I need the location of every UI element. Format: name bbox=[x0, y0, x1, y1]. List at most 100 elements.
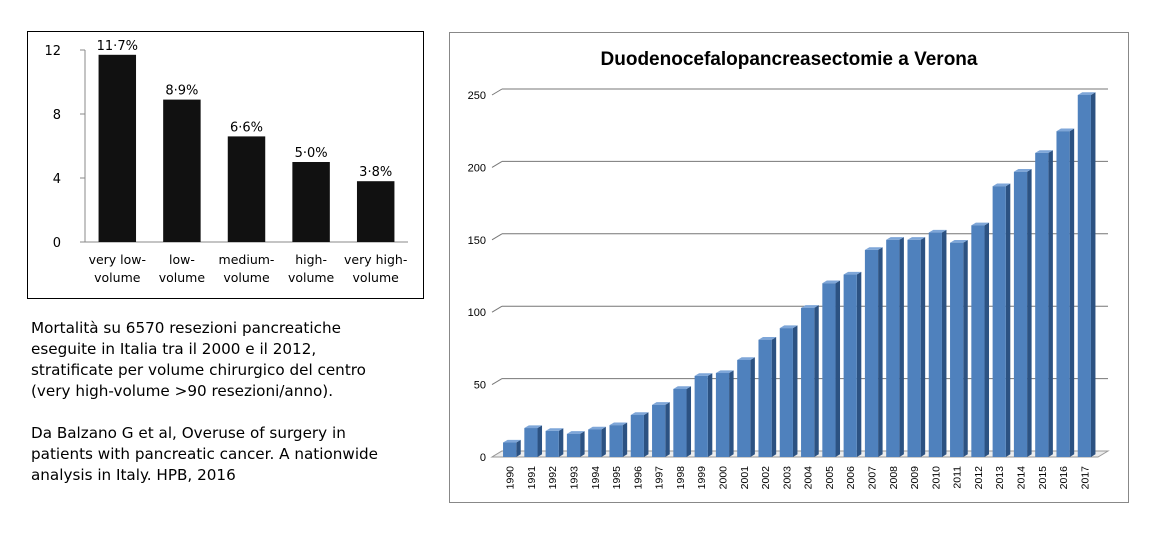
bar-side bbox=[537, 425, 543, 457]
caption-description: Mortalità su 6570 resezioni pancreatiche… bbox=[31, 318, 431, 402]
x-tick-label: 2004 bbox=[803, 466, 815, 490]
x-tick-label: 2001 bbox=[739, 466, 751, 490]
category-label: medium-volume bbox=[219, 252, 275, 285]
bar-side bbox=[665, 402, 670, 457]
category-label-line: volume bbox=[94, 270, 141, 285]
mortality-chart-svg: 0 4 8 12 11·7% very low-volume 8·9% low-volume 6… bbox=[44, 39, 408, 285]
bar-side bbox=[686, 386, 692, 457]
category-label: very low-volume bbox=[89, 252, 146, 285]
category-label-line: very high- bbox=[344, 252, 407, 267]
bar-side bbox=[878, 247, 883, 457]
bar bbox=[356, 181, 395, 242]
gridline-side bbox=[491, 233, 503, 241]
caption-line: Mortalità su 6570 resezioni pancreatiche bbox=[31, 319, 341, 337]
bar-side bbox=[643, 412, 649, 457]
verona-chart-svg: Duodenocefalopancreasectomie a Verona 0 50… bbox=[468, 49, 1110, 490]
x-tick-label: 2002 bbox=[760, 466, 772, 490]
bar-top bbox=[907, 237, 926, 240]
bar-top bbox=[1056, 128, 1075, 132]
bar bbox=[1035, 152, 1049, 458]
y-tick-label: 12 bbox=[44, 44, 61, 59]
data-label: 3·8% bbox=[359, 165, 392, 180]
gridline-side bbox=[491, 378, 503, 386]
bar bbox=[886, 239, 900, 457]
bar bbox=[864, 249, 879, 457]
bar-top bbox=[609, 422, 628, 426]
bar-side bbox=[835, 280, 841, 457]
y-tick-label: 50 bbox=[474, 380, 486, 392]
bar bbox=[928, 232, 942, 457]
x-tick-label: 1997 bbox=[654, 466, 666, 490]
bar bbox=[673, 388, 687, 457]
x-tick-label: 2007 bbox=[867, 466, 879, 490]
bar-side bbox=[984, 222, 990, 457]
bar-side bbox=[750, 357, 755, 457]
caption-line: (very high-volume >90 resezioni/anno). bbox=[31, 382, 334, 400]
bar-top bbox=[503, 439, 521, 443]
x-tick-label: 2017 bbox=[1079, 466, 1091, 490]
y-tick-label: 100 bbox=[468, 307, 486, 319]
caption-line: stratificate per volume chirurgico del c… bbox=[31, 361, 366, 379]
bar-top bbox=[588, 426, 606, 430]
bar bbox=[971, 225, 985, 457]
bar-side bbox=[622, 422, 628, 457]
bar-side bbox=[558, 428, 564, 457]
bar-side bbox=[729, 370, 734, 457]
gridline-side bbox=[491, 88, 503, 96]
bar-side bbox=[1027, 169, 1032, 457]
bar bbox=[950, 242, 964, 457]
bar-top bbox=[843, 271, 862, 275]
category-label-line: volume bbox=[223, 270, 270, 285]
y-tick-label: 0 bbox=[53, 236, 61, 251]
x-tick-label: 2003 bbox=[781, 466, 793, 490]
bar-side bbox=[1069, 128, 1075, 457]
data-label: 8·9% bbox=[165, 84, 198, 99]
bar bbox=[758, 339, 772, 457]
bar bbox=[1056, 131, 1070, 457]
x-tick-label: 1990 bbox=[505, 466, 517, 490]
bar-side bbox=[792, 325, 798, 457]
bar-top bbox=[950, 239, 968, 243]
bar bbox=[609, 425, 623, 457]
bar-top bbox=[971, 222, 990, 226]
bar-side bbox=[1048, 150, 1053, 457]
data-label: 6·6% bbox=[230, 120, 263, 135]
x-tick-label: 1999 bbox=[696, 466, 708, 490]
caption-line: Da Balzano G et al, Overuse of surgery i… bbox=[31, 424, 346, 442]
bar-side bbox=[899, 237, 904, 457]
y-tick-label: 0 bbox=[480, 452, 486, 464]
bar-top bbox=[1035, 150, 1053, 153]
x-tick-label: 1991 bbox=[526, 466, 538, 490]
bar-top bbox=[758, 337, 777, 340]
bar-side bbox=[814, 305, 819, 457]
x-tick-label: 1992 bbox=[547, 466, 559, 490]
caption-line: analysis in Italy. HPB, 2016 bbox=[31, 466, 236, 484]
bar-top bbox=[652, 402, 670, 405]
bar bbox=[163, 99, 201, 242]
bar-side bbox=[1005, 183, 1011, 458]
data-label: 5·0% bbox=[295, 146, 328, 161]
bar-top bbox=[673, 386, 692, 389]
bar-top bbox=[566, 431, 585, 434]
x-tick-label: 2006 bbox=[845, 466, 857, 490]
bar bbox=[98, 54, 137, 242]
x-tick-label: 2000 bbox=[718, 466, 730, 490]
bar bbox=[292, 162, 330, 242]
x-tick-label: 1998 bbox=[675, 466, 687, 490]
bar bbox=[545, 430, 559, 457]
bar-side bbox=[580, 431, 585, 457]
bar-side bbox=[516, 439, 521, 457]
category-label: low-volume bbox=[159, 252, 206, 285]
bar-top bbox=[524, 425, 543, 429]
x-tick-label: 1993 bbox=[569, 466, 581, 490]
x-tick-label: 2011 bbox=[952, 466, 964, 489]
category-label-line: medium- bbox=[219, 252, 275, 267]
bar-side bbox=[920, 237, 926, 457]
bar-side bbox=[601, 426, 606, 457]
x-tick-label: 2009 bbox=[909, 466, 921, 490]
bar bbox=[779, 328, 793, 457]
x-tick-label: 2012 bbox=[973, 466, 985, 490]
x-tick-label: 2010 bbox=[930, 466, 942, 490]
gridline-side bbox=[491, 160, 503, 168]
y-tick-label: 4 bbox=[53, 172, 61, 187]
